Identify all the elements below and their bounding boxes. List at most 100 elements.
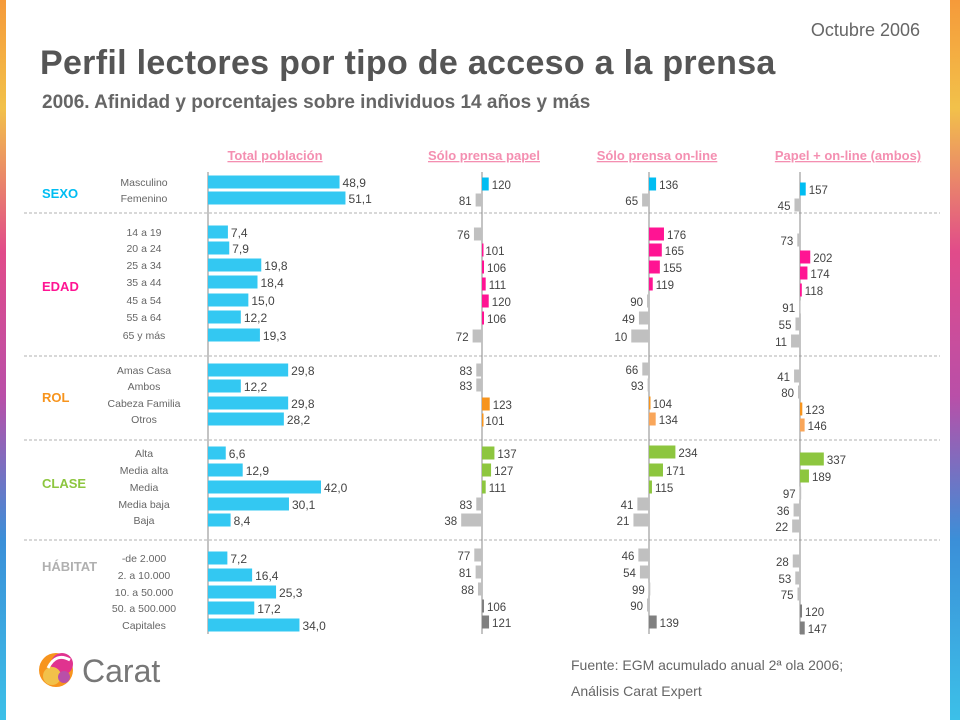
affinity-bar-ambos bbox=[800, 621, 805, 635]
affinity-bar-ambos bbox=[799, 486, 802, 500]
total-bar bbox=[208, 412, 284, 426]
affinity-value-label-ambos: 97 bbox=[783, 489, 796, 501]
affinity-bar-papel bbox=[482, 177, 489, 191]
total-value-label: 7,2 bbox=[230, 552, 247, 566]
affinity-value-label-papel: 111 bbox=[489, 483, 506, 495]
source-line-2: Análisis Carat Expert bbox=[571, 683, 702, 699]
affinity-value-label-online: 234 bbox=[678, 448, 698, 460]
category-label: Capitales bbox=[122, 620, 166, 632]
total-value-label: 16,4 bbox=[255, 569, 279, 583]
affinity-bar-ambos bbox=[797, 587, 800, 601]
affinity-bar-papel bbox=[482, 599, 485, 613]
total-value-label: 12,2 bbox=[244, 311, 268, 325]
affinity-value-label-ambos: 41 bbox=[777, 372, 790, 384]
affinity-value-label-papel: 72 bbox=[456, 332, 469, 344]
affinity-value-label-papel: 120 bbox=[492, 180, 511, 192]
total-value-label: 12,2 bbox=[244, 380, 268, 394]
total-bar bbox=[208, 379, 241, 393]
affinity-value-label-online: 134 bbox=[659, 415, 679, 427]
affinity-bar-online bbox=[642, 193, 649, 207]
affinity-value-label-ambos: 202 bbox=[813, 253, 832, 265]
category-label: 65 y más bbox=[123, 330, 166, 342]
affinity-value-label-online: 46 bbox=[622, 551, 635, 563]
affinity-value-label-online: 41 bbox=[621, 500, 634, 512]
total-bar bbox=[208, 241, 230, 255]
affinity-bar-papel bbox=[482, 294, 489, 308]
affinity-bar-ambos bbox=[800, 604, 803, 618]
affinity-bar-papel bbox=[475, 565, 482, 579]
affinity-bar-papel bbox=[482, 311, 485, 325]
affinity-bar-online bbox=[649, 260, 660, 274]
affinity-bar-papel bbox=[482, 260, 485, 274]
category-label: Media baja bbox=[118, 499, 170, 511]
affinity-value-label-papel: 77 bbox=[457, 551, 470, 563]
affinity-bar-online bbox=[649, 615, 657, 629]
affinity-bar-papel bbox=[482, 463, 492, 477]
category-label: 14 a 19 bbox=[126, 227, 161, 239]
affinity-value-label-online: 171 bbox=[666, 466, 685, 478]
category-label: -de 2.000 bbox=[122, 553, 167, 565]
category-label: Cabeza Familia bbox=[108, 398, 181, 410]
total-bar bbox=[208, 328, 260, 342]
total-bar bbox=[208, 175, 340, 189]
header-ambos: Papel + on-line (ambos) bbox=[775, 148, 921, 163]
total-value-label: 42,0 bbox=[324, 481, 348, 495]
affinity-value-label-online: 115 bbox=[655, 483, 673, 495]
total-bar bbox=[208, 310, 241, 324]
affinity-bar-ambos bbox=[800, 469, 809, 483]
affinity-value-label-ambos: 337 bbox=[827, 455, 846, 467]
affinity-bar-papel bbox=[476, 497, 482, 511]
affinity-value-label-papel: 101 bbox=[485, 416, 504, 428]
affinity-bar-ambos bbox=[793, 503, 800, 517]
affinity-value-label-online: 176 bbox=[667, 230, 686, 242]
affinity-value-label-ambos: 189 bbox=[812, 472, 831, 484]
source-line-1: Fuente: EGM acumulado anual 2ª ola 2006; bbox=[571, 657, 844, 673]
affinity-value-label-ambos: 53 bbox=[778, 574, 791, 586]
total-bar bbox=[208, 293, 249, 307]
affinity-value-label-ambos: 120 bbox=[805, 607, 824, 619]
total-bar bbox=[208, 551, 228, 565]
affinity-bar-online bbox=[649, 227, 664, 241]
affinity-bar-online bbox=[649, 463, 663, 477]
total-value-label: 7,4 bbox=[231, 226, 248, 240]
affinity-bar-online bbox=[649, 412, 656, 426]
affinity-value-label-papel: 81 bbox=[459, 568, 472, 580]
group-label-habitat: HÁBITAT bbox=[42, 559, 97, 574]
total-value-label: 28,2 bbox=[287, 413, 311, 427]
affinity-value-label-papel: 38 bbox=[444, 516, 457, 528]
affinity-value-label-papel: 123 bbox=[493, 400, 512, 412]
affinity-value-label-online: 155 bbox=[663, 263, 682, 275]
affinity-bar-online bbox=[649, 177, 657, 191]
total-value-label: 6,6 bbox=[229, 447, 246, 461]
affinity-value-label-ambos: 11 bbox=[775, 337, 787, 349]
affinity-value-label-online: 139 bbox=[660, 618, 679, 630]
affinity-bar-ambos bbox=[800, 182, 806, 196]
affinity-bar-ambos bbox=[792, 519, 800, 533]
affinity-bar-online bbox=[642, 362, 649, 376]
affinity-bar-papel bbox=[472, 329, 482, 343]
total-bar bbox=[208, 446, 226, 460]
affinity-value-label-online: 54 bbox=[623, 568, 636, 580]
affinity-value-label-ambos: 91 bbox=[782, 303, 795, 315]
affinity-value-label-papel: 106 bbox=[487, 263, 506, 275]
carat-logo-icon bbox=[39, 653, 73, 687]
affinity-bar-ambos bbox=[797, 385, 800, 399]
affinity-value-label-ambos: 147 bbox=[808, 624, 827, 636]
category-label: 35 a 44 bbox=[126, 277, 161, 289]
affinity-bar-online bbox=[649, 396, 651, 410]
affinity-bar-ambos bbox=[800, 266, 808, 280]
affinity-bar-online bbox=[649, 445, 676, 459]
affinity-value-label-papel: 106 bbox=[487, 602, 506, 614]
affinity-bar-papel bbox=[482, 397, 490, 411]
affinity-bar-papel bbox=[482, 615, 490, 629]
affinity-value-label-ambos: 123 bbox=[805, 405, 824, 417]
total-bar bbox=[208, 191, 346, 205]
affinity-bar-papel bbox=[474, 548, 482, 562]
category-label: 2. a 10.000 bbox=[118, 570, 171, 582]
group-label-rol: ROL bbox=[42, 390, 70, 405]
affinity-value-label-papel: 120 bbox=[492, 297, 511, 309]
affinity-value-label-online: 119 bbox=[656, 280, 674, 292]
affinity-value-label-ambos: 28 bbox=[776, 557, 789, 569]
affinity-value-label-papel: 101 bbox=[485, 246, 504, 258]
affinity-value-label-ambos: 55 bbox=[779, 320, 792, 332]
